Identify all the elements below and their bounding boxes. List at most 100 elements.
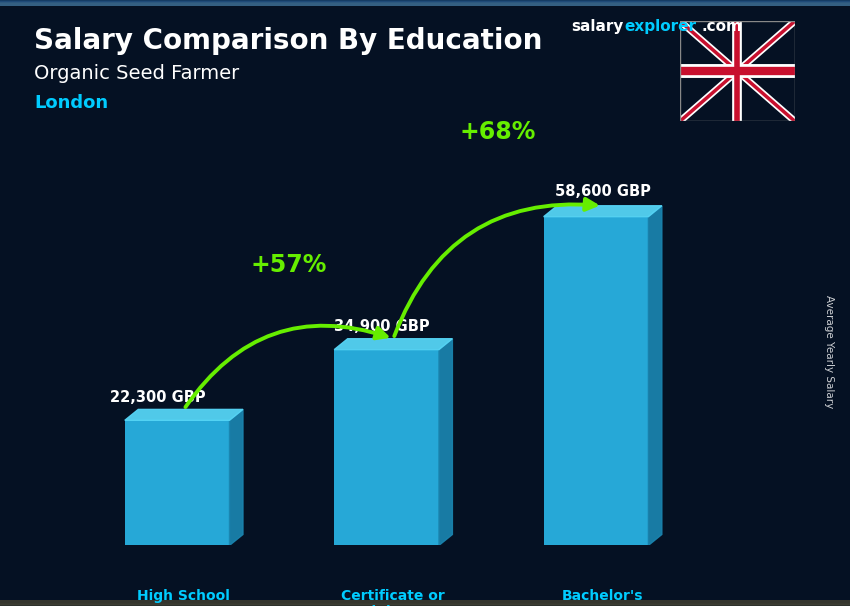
Bar bbox=[0, 2, 850, 5]
Bar bbox=[0, 1, 850, 4]
Bar bbox=[0, 600, 850, 603]
Bar bbox=[0, 1, 850, 4]
Bar bbox=[0, 602, 850, 605]
Bar bbox=[0, 1, 850, 4]
Bar bbox=[0, 601, 850, 604]
Bar bbox=[0, 601, 850, 604]
Bar bbox=[0, 2, 850, 5]
Bar bbox=[0, 1, 850, 4]
Bar bbox=[0, 602, 850, 605]
Bar bbox=[0, 601, 850, 604]
Bar bbox=[0, 2, 850, 5]
Bar bbox=[0, 1, 850, 4]
Bar bbox=[0, 1, 850, 4]
Bar bbox=[0, 2, 850, 5]
Bar bbox=[0, 1, 850, 4]
Bar bbox=[0, 3, 850, 6]
Bar bbox=[0, 601, 850, 604]
Bar bbox=[0, 1, 850, 4]
Bar bbox=[0, 2, 850, 5]
Bar bbox=[334, 350, 439, 545]
Bar bbox=[0, 601, 850, 604]
Bar bbox=[0, 602, 850, 605]
Bar bbox=[0, 1, 850, 4]
Bar bbox=[0, 601, 850, 604]
Bar bbox=[0, 0, 850, 3]
Bar bbox=[0, 0, 850, 3]
Bar bbox=[0, 2, 850, 5]
Bar bbox=[0, 1, 850, 4]
Bar bbox=[0, 601, 850, 604]
Bar bbox=[0, 601, 850, 604]
Bar bbox=[0, 602, 850, 605]
Bar bbox=[0, 1, 850, 4]
Bar bbox=[0, 602, 850, 605]
Bar bbox=[0, 601, 850, 604]
Bar bbox=[0, 601, 850, 604]
Bar bbox=[0, 1, 850, 4]
Text: salary: salary bbox=[571, 19, 624, 35]
Bar bbox=[0, 2, 850, 5]
Bar bbox=[0, 1, 850, 4]
Bar bbox=[0, 1, 850, 4]
Bar bbox=[0, 1, 850, 4]
Bar bbox=[0, 2, 850, 5]
Bar bbox=[0, 602, 850, 605]
Bar bbox=[0, 602, 850, 605]
Text: .com: .com bbox=[701, 19, 742, 35]
Bar bbox=[0, 2, 850, 5]
Bar bbox=[0, 600, 850, 603]
Bar bbox=[0, 3, 850, 6]
Text: London: London bbox=[34, 94, 108, 112]
Bar bbox=[0, 2, 850, 5]
Bar bbox=[0, 602, 850, 605]
Bar bbox=[0, 1, 850, 4]
Bar bbox=[0, 1, 850, 4]
Bar bbox=[0, 2, 850, 5]
Bar bbox=[0, 1, 850, 4]
Bar bbox=[0, 2, 850, 5]
Bar bbox=[0, 601, 850, 604]
Bar bbox=[0, 602, 850, 605]
Bar bbox=[0, 601, 850, 604]
Bar bbox=[0, 603, 850, 606]
Bar bbox=[0, 2, 850, 5]
Bar bbox=[0, 602, 850, 605]
Bar bbox=[0, 1, 850, 4]
Bar bbox=[0, 600, 850, 603]
Bar bbox=[0, 2, 850, 5]
Bar bbox=[0, 2, 850, 5]
Bar bbox=[0, 2, 850, 5]
Bar bbox=[0, 1, 850, 4]
Text: +68%: +68% bbox=[460, 119, 536, 144]
Bar bbox=[0, 1, 850, 4]
Bar bbox=[0, 3, 850, 6]
Bar bbox=[0, 2, 850, 5]
Bar bbox=[0, 2, 850, 5]
Bar bbox=[0, 2, 850, 5]
Bar bbox=[0, 1, 850, 4]
Bar bbox=[0, 0, 850, 3]
Text: Certificate or
Diploma: Certificate or Diploma bbox=[342, 589, 445, 606]
Bar bbox=[0, 0, 850, 3]
Bar bbox=[0, 2, 850, 5]
Text: Organic Seed Farmer: Organic Seed Farmer bbox=[34, 64, 239, 82]
Bar bbox=[0, 1, 850, 4]
Bar bbox=[0, 0, 850, 3]
Bar bbox=[0, 2, 850, 5]
Bar bbox=[0, 601, 850, 604]
Bar bbox=[0, 2, 850, 5]
Bar bbox=[0, 2, 850, 5]
Bar bbox=[0, 0, 850, 3]
Bar bbox=[0, 1, 850, 4]
Polygon shape bbox=[125, 410, 243, 421]
Bar bbox=[0, 1, 850, 4]
Bar bbox=[0, 2, 850, 5]
Bar bbox=[0, 1, 850, 4]
Bar bbox=[0, 602, 850, 605]
Bar bbox=[0, 1, 850, 4]
Bar bbox=[0, 3, 850, 6]
Polygon shape bbox=[649, 206, 662, 545]
Bar bbox=[0, 3, 850, 6]
Bar bbox=[0, 1, 850, 4]
